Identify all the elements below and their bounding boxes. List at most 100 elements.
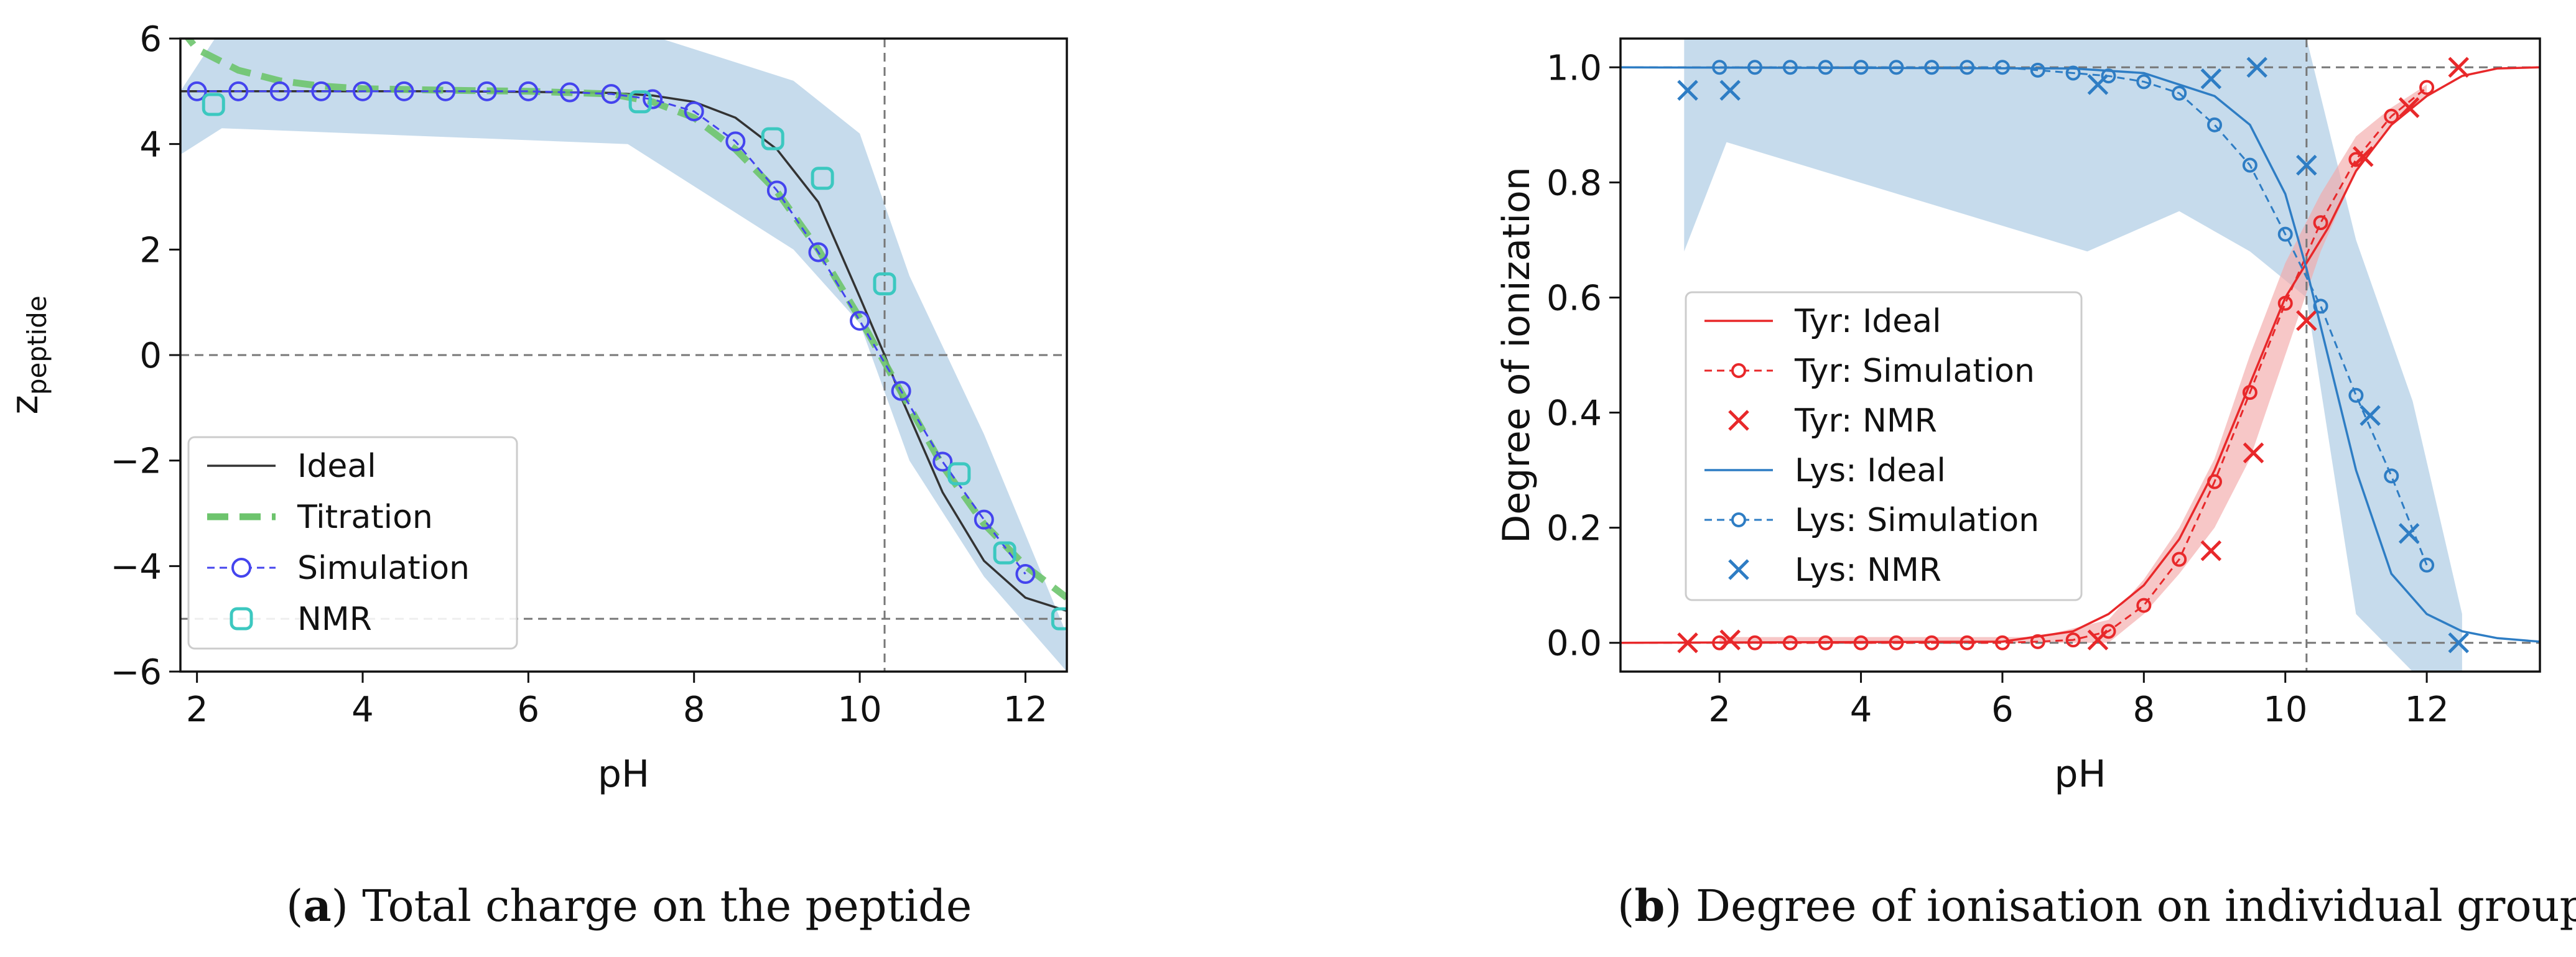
data-point xyxy=(1015,564,1036,585)
series-line xyxy=(184,39,1067,601)
legend-marker xyxy=(230,607,253,631)
x-axis-label: pH xyxy=(2054,752,2106,796)
legend-box xyxy=(1685,291,2083,601)
data-point xyxy=(352,81,373,101)
data-point xyxy=(601,84,621,104)
data-point xyxy=(2087,74,2109,95)
data-point xyxy=(1889,635,1904,650)
legend-label: Lys: Simulation xyxy=(1795,502,2039,539)
data-point xyxy=(518,81,539,101)
x-axis-label: pH xyxy=(598,752,649,796)
axes-frame xyxy=(1619,37,2541,673)
series-lys-nmr xyxy=(1677,57,2470,654)
data-point xyxy=(2313,215,2328,231)
y-tick-label: −6 xyxy=(110,652,162,693)
data-point xyxy=(684,101,704,122)
x-tick-label: 10 xyxy=(2263,690,2307,730)
legend-item-lys-ideal: Lys: Ideal xyxy=(1704,452,1946,489)
data-point xyxy=(2360,405,2381,426)
x-tick-label: 2 xyxy=(1708,690,1731,730)
uncertainty-band-0 xyxy=(180,39,1067,672)
x-tick-label: 10 xyxy=(837,690,881,730)
x-tick-label: 12 xyxy=(2404,690,2448,730)
data-point xyxy=(766,180,787,201)
data-point xyxy=(1719,629,1741,650)
data-point xyxy=(2087,629,2109,650)
data-point xyxy=(873,272,896,295)
data-point xyxy=(2101,624,2116,639)
data-point xyxy=(2207,474,2223,489)
data-point xyxy=(2246,57,2267,78)
x-tick-label: 4 xyxy=(1850,690,1872,730)
legend-item-lys-nmr: Lys: NMR xyxy=(1728,552,1941,589)
data-point xyxy=(394,81,414,101)
legend-label: Lys: NMR xyxy=(1795,552,1941,589)
series-lys-simulation xyxy=(1712,60,2435,573)
series-line xyxy=(1719,66,2428,566)
legend-marker xyxy=(231,558,251,578)
data-point xyxy=(1677,80,1698,101)
data-point xyxy=(1677,632,1698,654)
plot-area xyxy=(1620,39,2540,672)
data-point xyxy=(2065,65,2081,81)
data-point xyxy=(2313,298,2328,314)
data-point xyxy=(2200,540,2222,562)
data-point xyxy=(1960,635,1975,650)
data-point xyxy=(2348,387,2364,403)
data-point xyxy=(850,310,870,331)
series-simulation xyxy=(187,81,1036,585)
x-tick-label: 2 xyxy=(186,690,208,730)
data-point xyxy=(1960,60,1975,75)
legend-item-titration: Titration xyxy=(207,499,433,536)
panel-b-degree-of-ionization: 2 4 6 8 10 12 0.0 0.2 0.4 0.6 0.8 1.0 pH Degree of io… xyxy=(1495,37,2541,796)
y-tick-label: 0.4 xyxy=(1546,394,1602,434)
data-point xyxy=(2296,154,2317,176)
legend-marker xyxy=(1731,512,1746,527)
series-line xyxy=(1719,86,2428,644)
legend-label: NMR xyxy=(297,601,372,638)
data-point xyxy=(2030,634,2045,649)
data-point xyxy=(2207,117,2223,132)
uncertainty-band-0 xyxy=(1684,39,2462,672)
data-point xyxy=(2172,552,2187,567)
y-tick-label: −2 xyxy=(110,442,162,482)
data-point xyxy=(477,81,497,101)
data-point xyxy=(2353,146,2374,167)
legend-label: Tyr: Ideal xyxy=(1794,303,1941,340)
x-tick-label: 8 xyxy=(683,690,705,730)
data-point xyxy=(1994,60,2010,75)
data-point xyxy=(2200,68,2222,90)
data-point xyxy=(1747,635,1763,650)
y-tick-label: 0.2 xyxy=(1546,509,1602,549)
data-point xyxy=(2384,468,2399,484)
plot-area xyxy=(180,39,1067,672)
y-tick-label: 0 xyxy=(139,336,162,376)
series-titration xyxy=(184,39,1067,601)
data-point xyxy=(2398,523,2420,544)
data-point xyxy=(2242,157,2257,173)
y-axis-label-subscript: peptide xyxy=(22,295,52,395)
data-point xyxy=(1994,635,2010,650)
data-point xyxy=(1712,60,1727,75)
legend-label: Ideal xyxy=(297,448,376,485)
data-point xyxy=(1889,60,1904,75)
legend-item-simulation: Simulation xyxy=(207,550,470,587)
data-point xyxy=(1719,80,1741,101)
series-tyr-nmr xyxy=(1677,57,2470,654)
x-tick-label: 4 xyxy=(351,690,374,730)
y-tick-label: 0.8 xyxy=(1546,163,1602,203)
data-point xyxy=(202,93,225,116)
data-point xyxy=(932,451,953,472)
data-point xyxy=(2242,385,2257,400)
data-point xyxy=(811,167,834,190)
y-tick-label: 0.0 xyxy=(1546,624,1602,664)
legend-box xyxy=(187,436,518,650)
legend-marker xyxy=(1731,363,1746,378)
legend-item-ideal: Ideal xyxy=(207,448,376,485)
data-point xyxy=(974,509,994,530)
data-point xyxy=(643,89,663,109)
y-tick-label: 4 xyxy=(139,125,162,165)
data-point xyxy=(1853,635,1869,650)
legend-marker xyxy=(1728,410,1749,431)
data-point xyxy=(2384,108,2399,124)
